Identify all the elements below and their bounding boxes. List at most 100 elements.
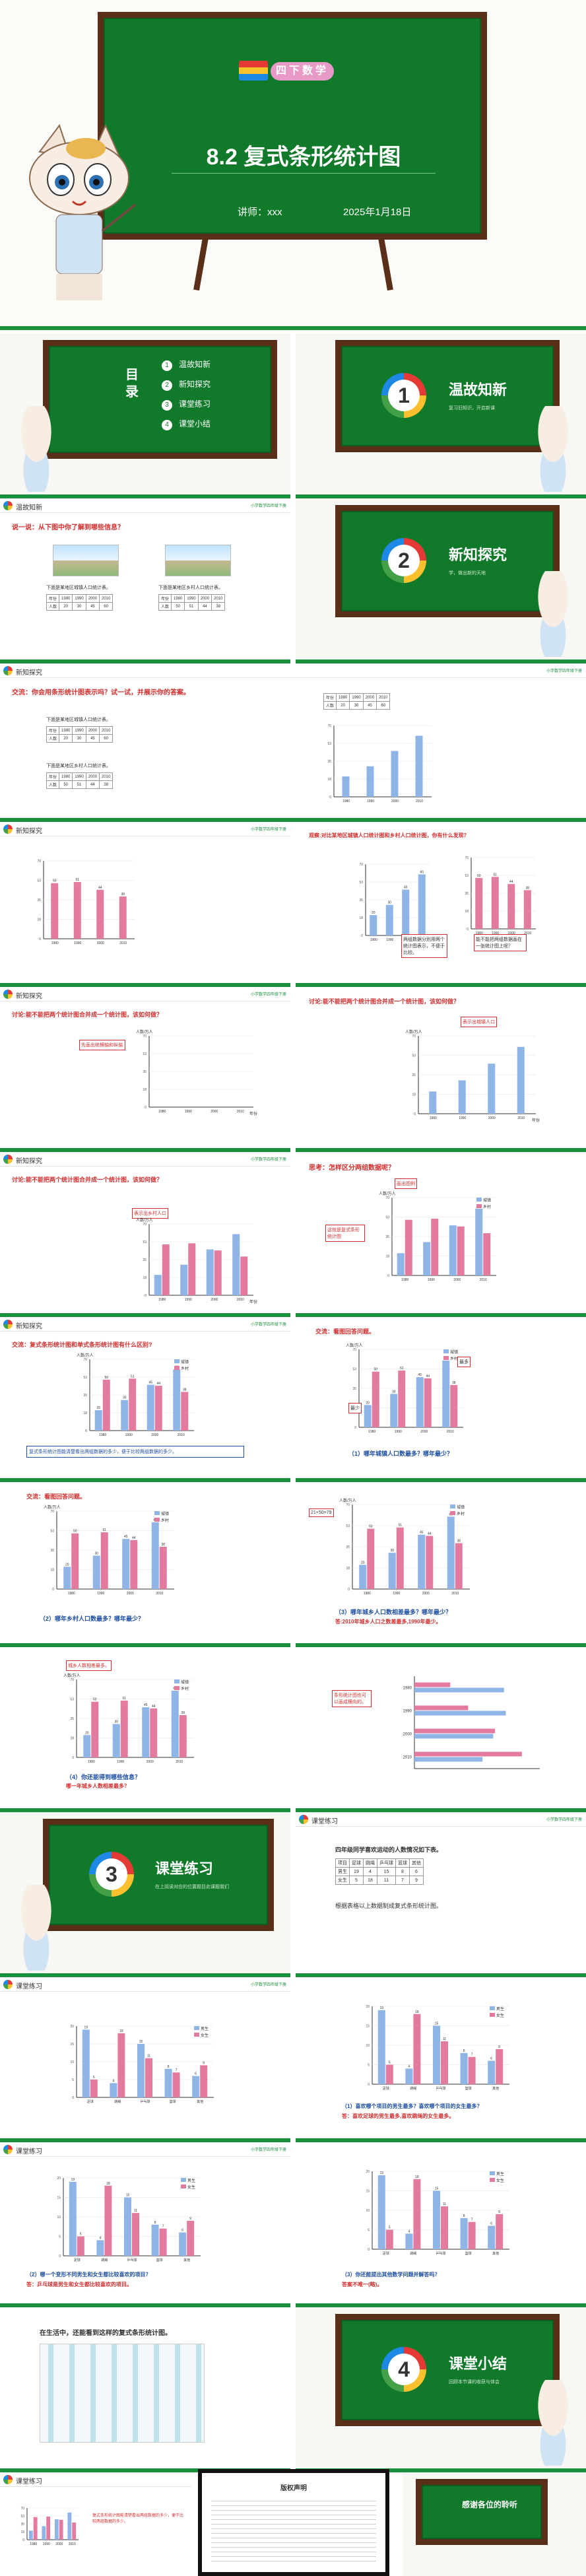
bar [385,2064,393,2084]
bar [488,2225,496,2249]
slide-bottom-bar [296,983,586,987]
y-tick-label: 15 [366,2025,370,2029]
toc-item[interactable]: 3 课堂练习 [162,398,261,418]
bar [154,1386,162,1431]
bar [377,2175,385,2249]
data-label: 20 [366,1401,370,1405]
y-tick-label: 10 [366,2044,370,2048]
header-course: 小学数学四年级下册 [546,1818,582,1822]
data-label: 9 [498,2210,500,2214]
data-label: 51 [122,1697,126,1701]
data-label: 45 [144,1703,148,1707]
city-bar-chart: 0 18 35 53 70 1980 50 1990 51 2000 44 2010 38 [37,860,135,945]
bar [488,2060,496,2084]
toc-item[interactable]: 4 课堂小结 [162,418,261,438]
legend-label: 乡村 [483,1204,491,1209]
data-label: 50 [369,1525,373,1529]
bar [124,2197,131,2256]
header-course: 小学数学四年级下册 [250,1158,286,1162]
bar [240,1256,248,1295]
bar [51,883,59,939]
answer-text: （1）喜欢哪个项目的男生最多？喜欢哪个项目的女生最多？ [342,2103,482,2109]
answer-text: （2）哪一个变形不同男生和女生都比较喜欢的项目？ [26,2272,151,2278]
thanks-slide: 感谢各位的聆听 [403,2472,586,2576]
x-tick-label: 1990 [74,941,81,945]
x-tick-label: 乒乓球 [127,2258,137,2262]
legend-swatch [443,1356,449,1360]
y-tick-label: 2010 [403,1756,412,1760]
bar [414,1728,496,1734]
x-tick-label: 1990 [386,938,393,942]
slide-bottom-bar [296,2138,586,2142]
question-text: 交流：看图回答问题。 [315,1328,375,1335]
section-number-badge: 4 [381,2347,426,2392]
x-tick-label: 2000 [55,2542,63,2546]
header-title: 课堂练习 [16,1983,42,1990]
slide-bottom-bar [0,2303,290,2307]
callout: 画出图例 [395,1178,417,1189]
data-label: 5 [389,2061,391,2065]
x-tick-label: 1990 [185,1110,192,1114]
y-tick-label: 53 [412,1054,416,1058]
x-tick-label: 2010 [178,1433,185,1437]
logo-icon [3,990,13,999]
review-slide: 温故知新 小学数学四年级下册 说一说：从下图中你了解到哪些信息？ 下面是某地区城镇… [0,498,290,663]
answer-text: （1）哪年城镇人口数最多？哪年最少？ [348,1450,453,1457]
slide-bottom-bar [0,1973,290,1977]
x-tick-label: 2000 [127,1592,134,1596]
x-tick-label: 1980 [368,1430,375,1434]
practice-chart-3: 课堂练习 小学数学四年级下册 0 5 10 15 20 足球 19 5 跳绳 4 18 乒乓球 15 11 篮… [0,2142,290,2307]
instruction-text: 根据表格以上数据制成复式条形统计图。 [335,1903,443,1909]
y-tick-label: 0 [354,1426,356,1430]
y-tick-label: 18 [83,1411,87,1415]
cell: 项目 [335,1858,350,1868]
slide-bottom-bar [0,1643,290,1647]
bar [391,751,399,797]
toc-item[interactable]: 2 新知探究 [162,378,261,398]
data-label: 44 [132,1536,136,1540]
x-tick-label: 篮球 [170,2099,176,2104]
cell: 女生 [335,1876,350,1885]
y-tick-label: 18 [465,910,469,914]
bar [137,2044,145,2097]
data-label: 6 [490,2057,492,2061]
slide-bottom-bar [0,1808,290,1812]
speaker: 讲师：xxx [238,207,282,218]
legend-swatch [194,2026,199,2030]
chalkboard [43,340,277,459]
toc-heading: 目录 [125,368,139,399]
y-tick-label: 0 [72,2096,74,2100]
city-table: 年份 1980 1990 2000 2010 人数 20 30 45 60 [323,693,391,710]
cell: 其他 [409,1858,424,1868]
data-label: 45 [404,886,408,890]
y-tick-label: 18 [412,1093,416,1097]
y-tick-label: 18 [385,1255,389,1259]
y-tick-label: 70 [20,2507,24,2511]
section-title: 课堂小结 [449,2356,507,2372]
bar [117,2033,125,2097]
answer-note: 哪一年城乡人数相差最多？ [66,1783,129,1789]
x-tick-label: 2010 [416,799,423,803]
data-label: 19 [84,2025,88,2029]
bar [414,1734,494,1739]
bar [162,1244,170,1295]
bar [96,2240,104,2256]
bar [359,1565,367,1589]
toc-item[interactable]: 1 温故知新 [162,358,261,378]
x-tick-label: 其他 [492,2086,499,2091]
x-tick-label: 足球 [74,2258,81,2262]
slide-header: 新知探究 小学数学四年级下册 [0,663,586,678]
x-tick-label: 2000 [391,799,399,803]
cell: 18 [363,1876,377,1885]
thanks-text: 感谢各位的聆听 [462,2500,518,2509]
village-table: 年份 1980 1990 2000 2010 人数 50 51 44 38 [158,594,226,611]
slide-bottom-bar [296,2303,586,2307]
question-slide-2: 交流：看图回答问题。 人数/万人 0 18 35 53 70 1980 20 50 1990 30 5… [0,1482,290,1647]
y-tick-label: 0 [467,928,469,932]
min-label: 最少 [348,1403,362,1413]
data-label: 4 [113,2079,115,2083]
slide-bottom-bar [0,2468,290,2472]
question-text: 四年级同学喜欢运动的人数情况如下表。 [335,1847,443,1853]
practice-chart-4: 0 5 10 15 20 足球 19 5 跳绳 4 18 乒乓球 15 11 篮球 8 7 其他 6 9 男生 女生 （3… [296,2142,586,2307]
